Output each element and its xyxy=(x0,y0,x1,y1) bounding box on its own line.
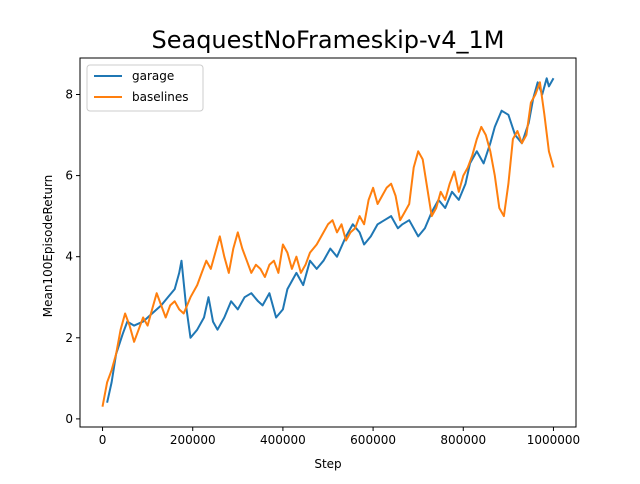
y-tick-label: 6 xyxy=(65,169,73,183)
plot-area xyxy=(79,57,577,428)
y-axis-label: Mean100EpisodeReturn xyxy=(41,175,55,318)
x-tick-label: 1000000 xyxy=(527,433,580,447)
axes-frame xyxy=(79,57,577,428)
x-axis-label: Step xyxy=(314,457,341,471)
y-tick-label: 2 xyxy=(65,331,73,345)
x-tick-label: 200000 xyxy=(170,433,216,447)
legend-label-baselines: baselines xyxy=(132,90,189,104)
y-tick-label: 0 xyxy=(65,412,73,426)
series-line-baselines xyxy=(101,81,555,407)
chart-title: SeaquestNoFrameskip-v4_1M xyxy=(151,26,504,54)
x-tick-label: 0 xyxy=(99,433,107,447)
series-line-garage xyxy=(106,77,555,403)
x-tick-label: 400000 xyxy=(260,433,306,447)
x-tick-label: 800000 xyxy=(440,433,486,447)
legend: garage baselines xyxy=(86,64,204,112)
y-tick-label: 4 xyxy=(65,250,73,264)
y-tick-label: 8 xyxy=(65,87,73,101)
legend-label-garage: garage xyxy=(132,69,174,83)
x-tick-label: 600000 xyxy=(350,433,396,447)
x-axis-ticks: 0 200000 400000 600000 800000 1000000 xyxy=(99,427,580,447)
y-axis-ticks: 0 2 4 6 8 xyxy=(65,87,80,426)
